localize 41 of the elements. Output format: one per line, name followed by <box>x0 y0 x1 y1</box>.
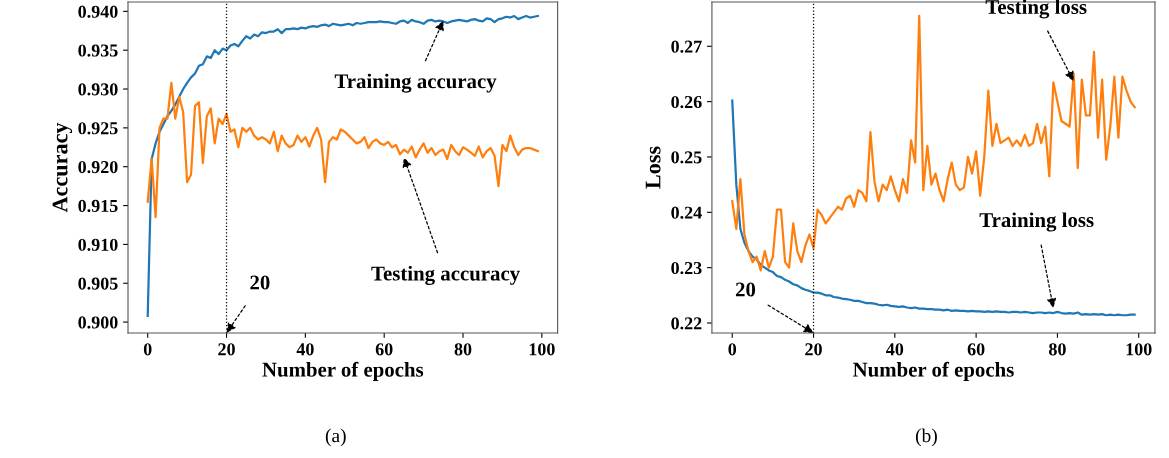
line-series <box>146 14 540 317</box>
annotation: 20 <box>735 282 756 297</box>
y-tick-label: 0.24 <box>671 206 702 219</box>
y-tick-label: 0.915 <box>78 199 118 213</box>
x-tick-label: 20 <box>805 343 822 356</box>
x-tick-label: 100 <box>1126 343 1152 356</box>
x-tick-label: 40 <box>296 343 314 356</box>
annotation: Testing accuracy <box>371 265 520 285</box>
y-tick-label: 0.925 <box>78 122 118 135</box>
y-axis-title: Accuracy <box>52 122 73 213</box>
y-tick-label: 0.905 <box>78 277 118 290</box>
y-tick-label: 0.900 <box>78 316 118 329</box>
annotation: 20 <box>250 275 270 290</box>
y-tick-label: 0.23 <box>671 261 702 275</box>
x-tick-label: 20 <box>218 343 235 356</box>
y-tick-label: 0.27 <box>671 40 702 53</box>
y-tick-label: 0.910 <box>78 238 118 251</box>
y-tick-label: 0.935 <box>78 44 118 57</box>
y-axis-title: Loss <box>645 146 661 189</box>
x-tick-label: 80 <box>1048 343 1066 356</box>
text: (b) <box>915 428 937 447</box>
x-tick-label: 40 <box>886 343 904 356</box>
line-series <box>731 99 1136 317</box>
y-tick-label: 0.930 <box>78 83 118 96</box>
text: (a) <box>325 428 346 447</box>
x-tick-label: 0 <box>728 343 737 356</box>
y-tick-label: 0.920 <box>78 160 118 174</box>
y-tick-label: 0.22 <box>671 317 702 330</box>
x-tick-label: 60 <box>375 343 393 356</box>
x-axis-title: Number of epochs <box>262 361 424 381</box>
annotation: Testing loss <box>985 0 1087 19</box>
annotation: Training loss <box>979 212 1094 232</box>
y-tick-label: 0.25 <box>671 151 702 164</box>
x-axis-title: Number of epochs <box>853 361 1014 381</box>
x-tick-label: 0 <box>143 343 152 356</box>
y-tick-label: 0.26 <box>671 95 702 109</box>
x-tick-label: 60 <box>967 343 985 356</box>
x-tick-label: 100 <box>529 343 555 356</box>
annotation: Training accuracy <box>334 73 497 93</box>
x-tick-label: 80 <box>454 343 472 356</box>
y-tick-label: 0.940 <box>78 5 118 18</box>
